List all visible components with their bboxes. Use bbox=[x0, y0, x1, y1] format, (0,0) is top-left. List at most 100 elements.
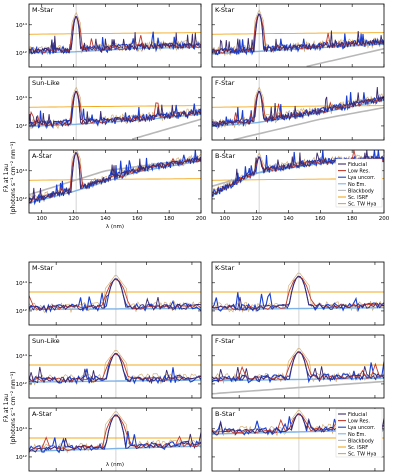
ylabel-bottom-line1: Fλ at 1au bbox=[3, 394, 10, 422]
series-fiducial bbox=[29, 278, 201, 311]
y-tick-label: 10¹² bbox=[16, 308, 27, 315]
legend-entry: Fiducial bbox=[348, 162, 367, 168]
legend-box bbox=[335, 408, 383, 458]
panel-f-star-broad: F-Star bbox=[211, 76, 385, 141]
series-blackbody bbox=[306, 47, 384, 67]
panel-sun-like-broad: Sun-Like 10¹² 10¹⁴ bbox=[16, 76, 202, 141]
x-tick-label: 100 bbox=[36, 216, 47, 222]
legend-entry: Blackbody bbox=[348, 438, 374, 444]
panel-frame bbox=[211, 261, 385, 326]
x-tick-label: 200 bbox=[196, 216, 207, 222]
panel-plot-area bbox=[29, 408, 201, 471]
series-sc-isrf bbox=[212, 32, 384, 35]
panel-title: Sun-Like bbox=[32, 337, 60, 345]
legend-entry: Lya uncorr. bbox=[348, 425, 376, 431]
panel-frame bbox=[28, 407, 202, 472]
legend-entry: Sc. TW Hya bbox=[348, 202, 376, 208]
y-tick-label: 10¹⁴ bbox=[16, 168, 28, 175]
panel-title: B-Star bbox=[215, 152, 235, 160]
x-axis-label: λ (nm) bbox=[106, 224, 124, 230]
x-tick-label: 140 bbox=[283, 216, 294, 222]
panel-m-star-broad: M-Star 10¹² 10¹⁴ bbox=[16, 3, 202, 68]
series-blackbody bbox=[233, 106, 384, 140]
panel-frame bbox=[211, 334, 385, 399]
legend-entry: Lya uncorr. bbox=[348, 175, 376, 181]
series-low-res bbox=[212, 150, 384, 195]
x-tick-label: 140 bbox=[100, 216, 111, 222]
panel-frame bbox=[211, 76, 385, 141]
x-tick-label: 200 bbox=[379, 216, 390, 222]
legend-box bbox=[335, 158, 383, 208]
panel-title: F-Star bbox=[215, 79, 235, 87]
panel-frame bbox=[28, 149, 202, 214]
panel-m-star-lya_zoom: M-Star 10¹² 10¹⁴ bbox=[16, 261, 202, 326]
legend-entry: No Em. bbox=[348, 432, 366, 438]
panel-plot-area bbox=[212, 262, 384, 325]
series-lya-uncorr bbox=[29, 15, 201, 55]
y-tick-label: 10¹⁴ bbox=[16, 353, 28, 360]
x-tick-label: 180 bbox=[347, 216, 358, 222]
panel-title: B-Star bbox=[215, 410, 235, 418]
x-tick-label: 180 bbox=[164, 216, 175, 222]
series-blackbody bbox=[212, 380, 384, 395]
panel-frame bbox=[28, 3, 202, 68]
panel-title: A-Star bbox=[32, 152, 52, 160]
series-fiducial bbox=[29, 151, 201, 205]
panel-f-star-lya_zoom: F-Star bbox=[211, 334, 385, 399]
panel-plot-area bbox=[212, 335, 384, 398]
panel-plot-area bbox=[29, 262, 201, 325]
panel-plot-area bbox=[29, 335, 201, 398]
legend-entry: Sc. ISRF bbox=[348, 445, 368, 451]
legend-entry: Sc. TW Hya bbox=[348, 452, 376, 458]
legend-entry: Low Res. bbox=[348, 419, 370, 425]
y-tick-label: 10¹⁴ bbox=[16, 280, 28, 287]
x-tick-label: 160 bbox=[132, 216, 143, 222]
panel-title: K-Star bbox=[215, 6, 235, 14]
series-fiducial bbox=[212, 86, 384, 129]
y-tick-label: 10¹⁴ bbox=[16, 95, 28, 102]
panel-plot-area bbox=[29, 77, 201, 140]
y-tick-label: 10¹⁴ bbox=[16, 22, 28, 29]
x-tick-label: 160 bbox=[315, 216, 326, 222]
panel-b-star-broad: B-Star 100 120 140 160 180 200 bbox=[211, 149, 390, 222]
panel-frame bbox=[211, 407, 385, 472]
panel-title: F-Star bbox=[215, 337, 235, 345]
panel-plot-area bbox=[29, 4, 201, 67]
series-no-em bbox=[212, 377, 384, 382]
panel-frame bbox=[28, 334, 202, 399]
y-tick-label: 10¹² bbox=[16, 381, 27, 388]
legend-entry: No Em. bbox=[348, 182, 366, 188]
panel-frame bbox=[211, 149, 385, 214]
panel-frame bbox=[28, 261, 202, 326]
series-sc-tw-hya bbox=[29, 349, 201, 386]
y-tick-label: 10¹² bbox=[16, 196, 27, 203]
series-fiducial bbox=[29, 15, 201, 55]
series-fiducial bbox=[212, 275, 384, 311]
panel-grid: M-Star 10¹² 10¹⁴ K-Star Sun-Like 10¹² 10¹⁴ F-St… bbox=[16, 3, 390, 472]
series-sc-isrf bbox=[29, 32, 201, 35]
ylabel-bottom-line2: (photons s⁻¹ cm⁻² nm⁻¹) bbox=[10, 371, 17, 444]
panel-title: Sun-Like bbox=[32, 79, 60, 87]
y-axis-labels: Fλ at 1au (photons s⁻¹ cm⁻² nm⁻¹) Fλ at … bbox=[3, 141, 17, 444]
series-low-res bbox=[29, 90, 201, 127]
panel-frame bbox=[28, 76, 202, 141]
y-tick-label: 10¹² bbox=[16, 50, 27, 57]
ylabel-top-line2: (photons s⁻¹ cm⁻² nm⁻¹) bbox=[10, 141, 17, 214]
x-axis-label: λ (nm) bbox=[106, 462, 124, 468]
panel-k-star-broad: K-Star bbox=[211, 3, 385, 68]
panel-k-star-lya_zoom: K-Star bbox=[211, 261, 385, 326]
panel-plot-area bbox=[212, 77, 384, 140]
series-fiducial bbox=[212, 13, 384, 56]
series-sc-isrf bbox=[29, 105, 201, 108]
panel-frame bbox=[211, 3, 385, 68]
panel-title: M-Star bbox=[32, 264, 54, 272]
panel-plot-area bbox=[212, 4, 384, 67]
series-fiducial bbox=[212, 351, 384, 383]
legend-entry: Fiducial bbox=[348, 412, 367, 418]
panel-plot-area bbox=[29, 150, 201, 213]
series-blackbody bbox=[131, 118, 201, 140]
panel-title: K-Star bbox=[215, 264, 235, 272]
